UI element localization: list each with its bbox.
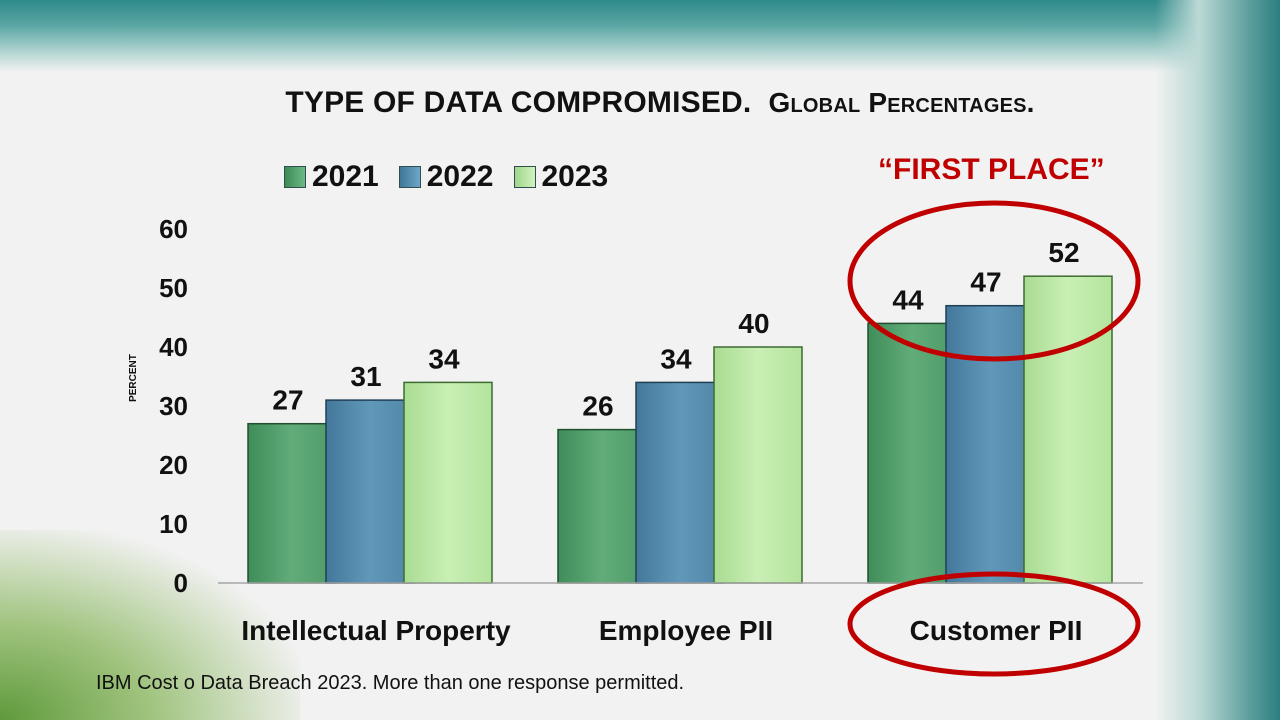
bar-2022-0 <box>325 399 415 584</box>
data-label-2021-0: 27 <box>272 385 303 416</box>
y-tick-label-4: 40 <box>159 332 188 362</box>
bar-2022-2 <box>945 304 1035 584</box>
legend-label-2022: 2022 <box>426 160 494 193</box>
data-label-2023-2: 52 <box>1048 237 1079 268</box>
bar-2023-2 <box>1023 275 1113 584</box>
data-label-2023-1: 40 <box>738 308 769 339</box>
data-label-2021-1: 26 <box>582 391 613 422</box>
y-tick-label-5: 50 <box>159 273 188 303</box>
chart-title-main: TYPE OF DATA COMPROMISED. <box>285 86 752 119</box>
legend-item-2021: 2021 <box>284 160 379 194</box>
bar-2021-0 <box>247 422 337 584</box>
y-tick-label-1: 10 <box>159 509 188 539</box>
chart-title: TYPE OF DATA COMPROMISED. Global Percent… <box>0 86 1280 120</box>
bar-2021-2 <box>867 322 957 584</box>
highlight-ellipse-label <box>847 571 1141 677</box>
bar-2023-1 <box>713 346 803 584</box>
chart-title-sub: Global Percentages. <box>768 87 1035 118</box>
bar-2021-1 <box>557 428 647 584</box>
y-tick-label-6: 60 <box>159 214 188 244</box>
legend-item-2022: 2022 <box>398 160 494 194</box>
bar-2022-1 <box>635 381 725 584</box>
data-label-2021-2: 44 <box>892 284 924 315</box>
legend-swatch-2022 <box>398 166 421 188</box>
legend-item-2023: 2023 <box>513 160 609 194</box>
y-tick-label-2: 20 <box>159 450 188 480</box>
legend-label-2021: 2021 <box>312 160 379 193</box>
background-top-band <box>0 0 1280 72</box>
legend-label-2023: 2023 <box>541 160 609 193</box>
y-tick-label-0: 0 <box>174 568 188 598</box>
data-label-2022-1: 34 <box>660 343 692 374</box>
footnote: IBM Cost o Data Breach 2023. More than o… <box>96 672 685 694</box>
first-place-annotation: “FIRST PLACE” <box>878 153 1105 186</box>
data-label-2022-2: 47 <box>970 267 1001 298</box>
background-right-band <box>1155 0 1280 720</box>
category-label-2: Customer PII <box>910 615 1083 646</box>
y-tick-label-3: 30 <box>159 391 188 421</box>
data-label-2022-0: 31 <box>350 361 381 392</box>
data-label-2023-0: 34 <box>428 343 460 374</box>
bar-2023-0 <box>403 381 493 584</box>
legend-swatch-2021 <box>284 166 306 188</box>
legend-swatch-2023 <box>513 166 536 188</box>
highlight-ellipse-bars <box>847 200 1141 362</box>
category-label-1: Employee PII <box>599 615 773 646</box>
category-label-0: Intellectual Property <box>241 615 511 646</box>
legend: 2021 2022 2023 <box>284 160 628 194</box>
